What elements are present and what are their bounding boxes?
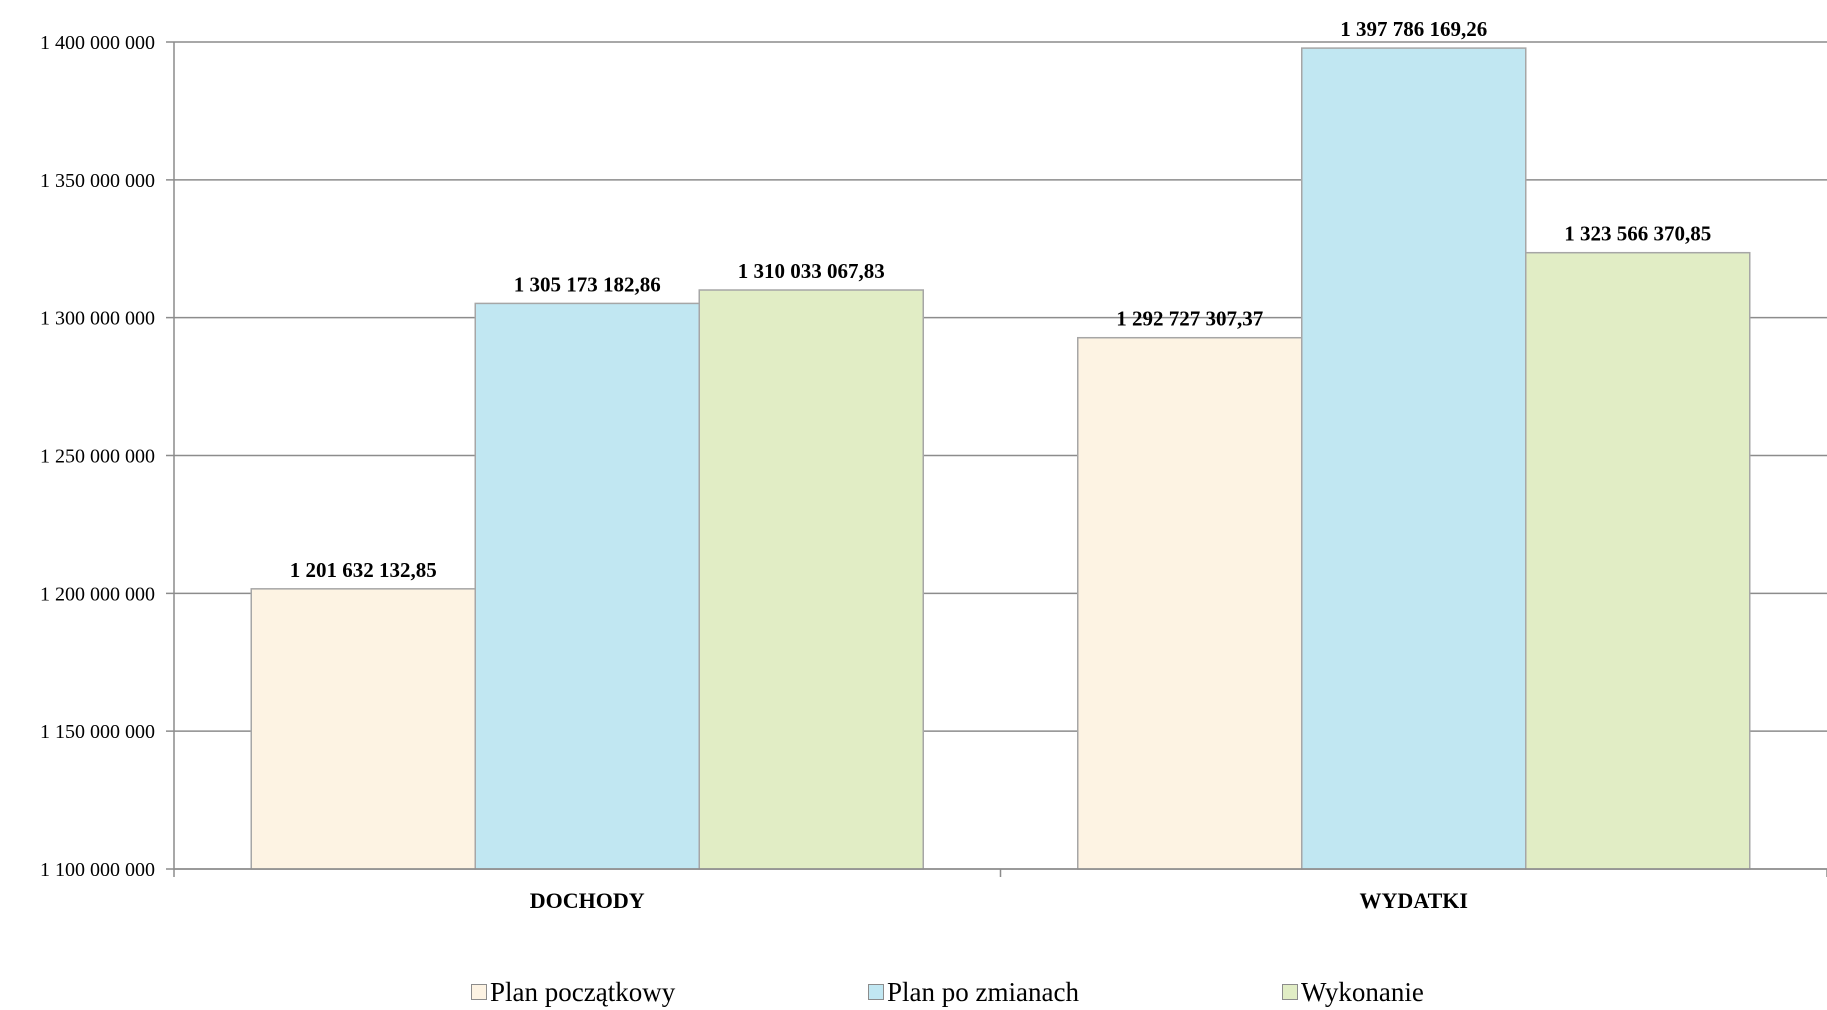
legend-swatch-plan-po-zmianach: [868, 984, 884, 1000]
x-category-label: DOCHODY: [530, 888, 645, 913]
legend-item-plan-poczatkowy: Plan początkowy: [471, 974, 675, 1010]
y-tick-label: 1 100 000 000: [40, 859, 155, 881]
bar: [1525, 251, 1751, 870]
y-tick-label: 1 250 000 000: [40, 446, 155, 468]
bar: [1301, 47, 1527, 870]
legend-label-wykonanie: Wykonanie: [1301, 977, 1424, 1007]
legend-label-plan-po-zmianach: Plan po zmianach: [887, 977, 1079, 1007]
legend-swatch-plan-poczatkowy: [471, 984, 487, 1000]
bar: [1077, 336, 1303, 870]
y-tick-label: 1 300 000 000: [40, 308, 155, 330]
legend-swatch-wykonanie: [1282, 984, 1298, 1000]
data-label: 1 201 632 132,85: [290, 558, 437, 582]
legend: Plan początkowy Plan po zmianach Wykonan…: [0, 974, 1827, 1010]
data-label: 1 323 566 370,85: [1564, 222, 1711, 246]
bar-chart: 1 100 000 000 1 150 000 000 1 200 000 000 1…: [40, 17, 1827, 913]
legend-item-plan-po-zmianach: Plan po zmianach: [868, 974, 1079, 1010]
data-label: 1 292 727 307,37: [1116, 307, 1263, 331]
y-tick-label: 1 200 000 000: [40, 583, 155, 605]
x-category-label: WYDATKI: [1360, 888, 1468, 913]
y-tick-label: 1 350 000 000: [40, 170, 155, 192]
bar: [250, 588, 476, 870]
bar: [474, 302, 700, 870]
y-tick-label: 1 150 000 000: [40, 721, 155, 743]
data-label: 1 305 173 182,86: [514, 272, 661, 296]
data-label: 1 397 786 169,26: [1340, 17, 1487, 41]
legend-item-wykonanie: Wykonanie: [1282, 974, 1424, 1010]
legend-label-plan-poczatkowy: Plan początkowy: [490, 977, 676, 1007]
data-label: 1 310 033 067,83: [738, 259, 885, 283]
y-tick-label: 1 400 000 000: [40, 32, 155, 54]
bar: [698, 289, 924, 870]
